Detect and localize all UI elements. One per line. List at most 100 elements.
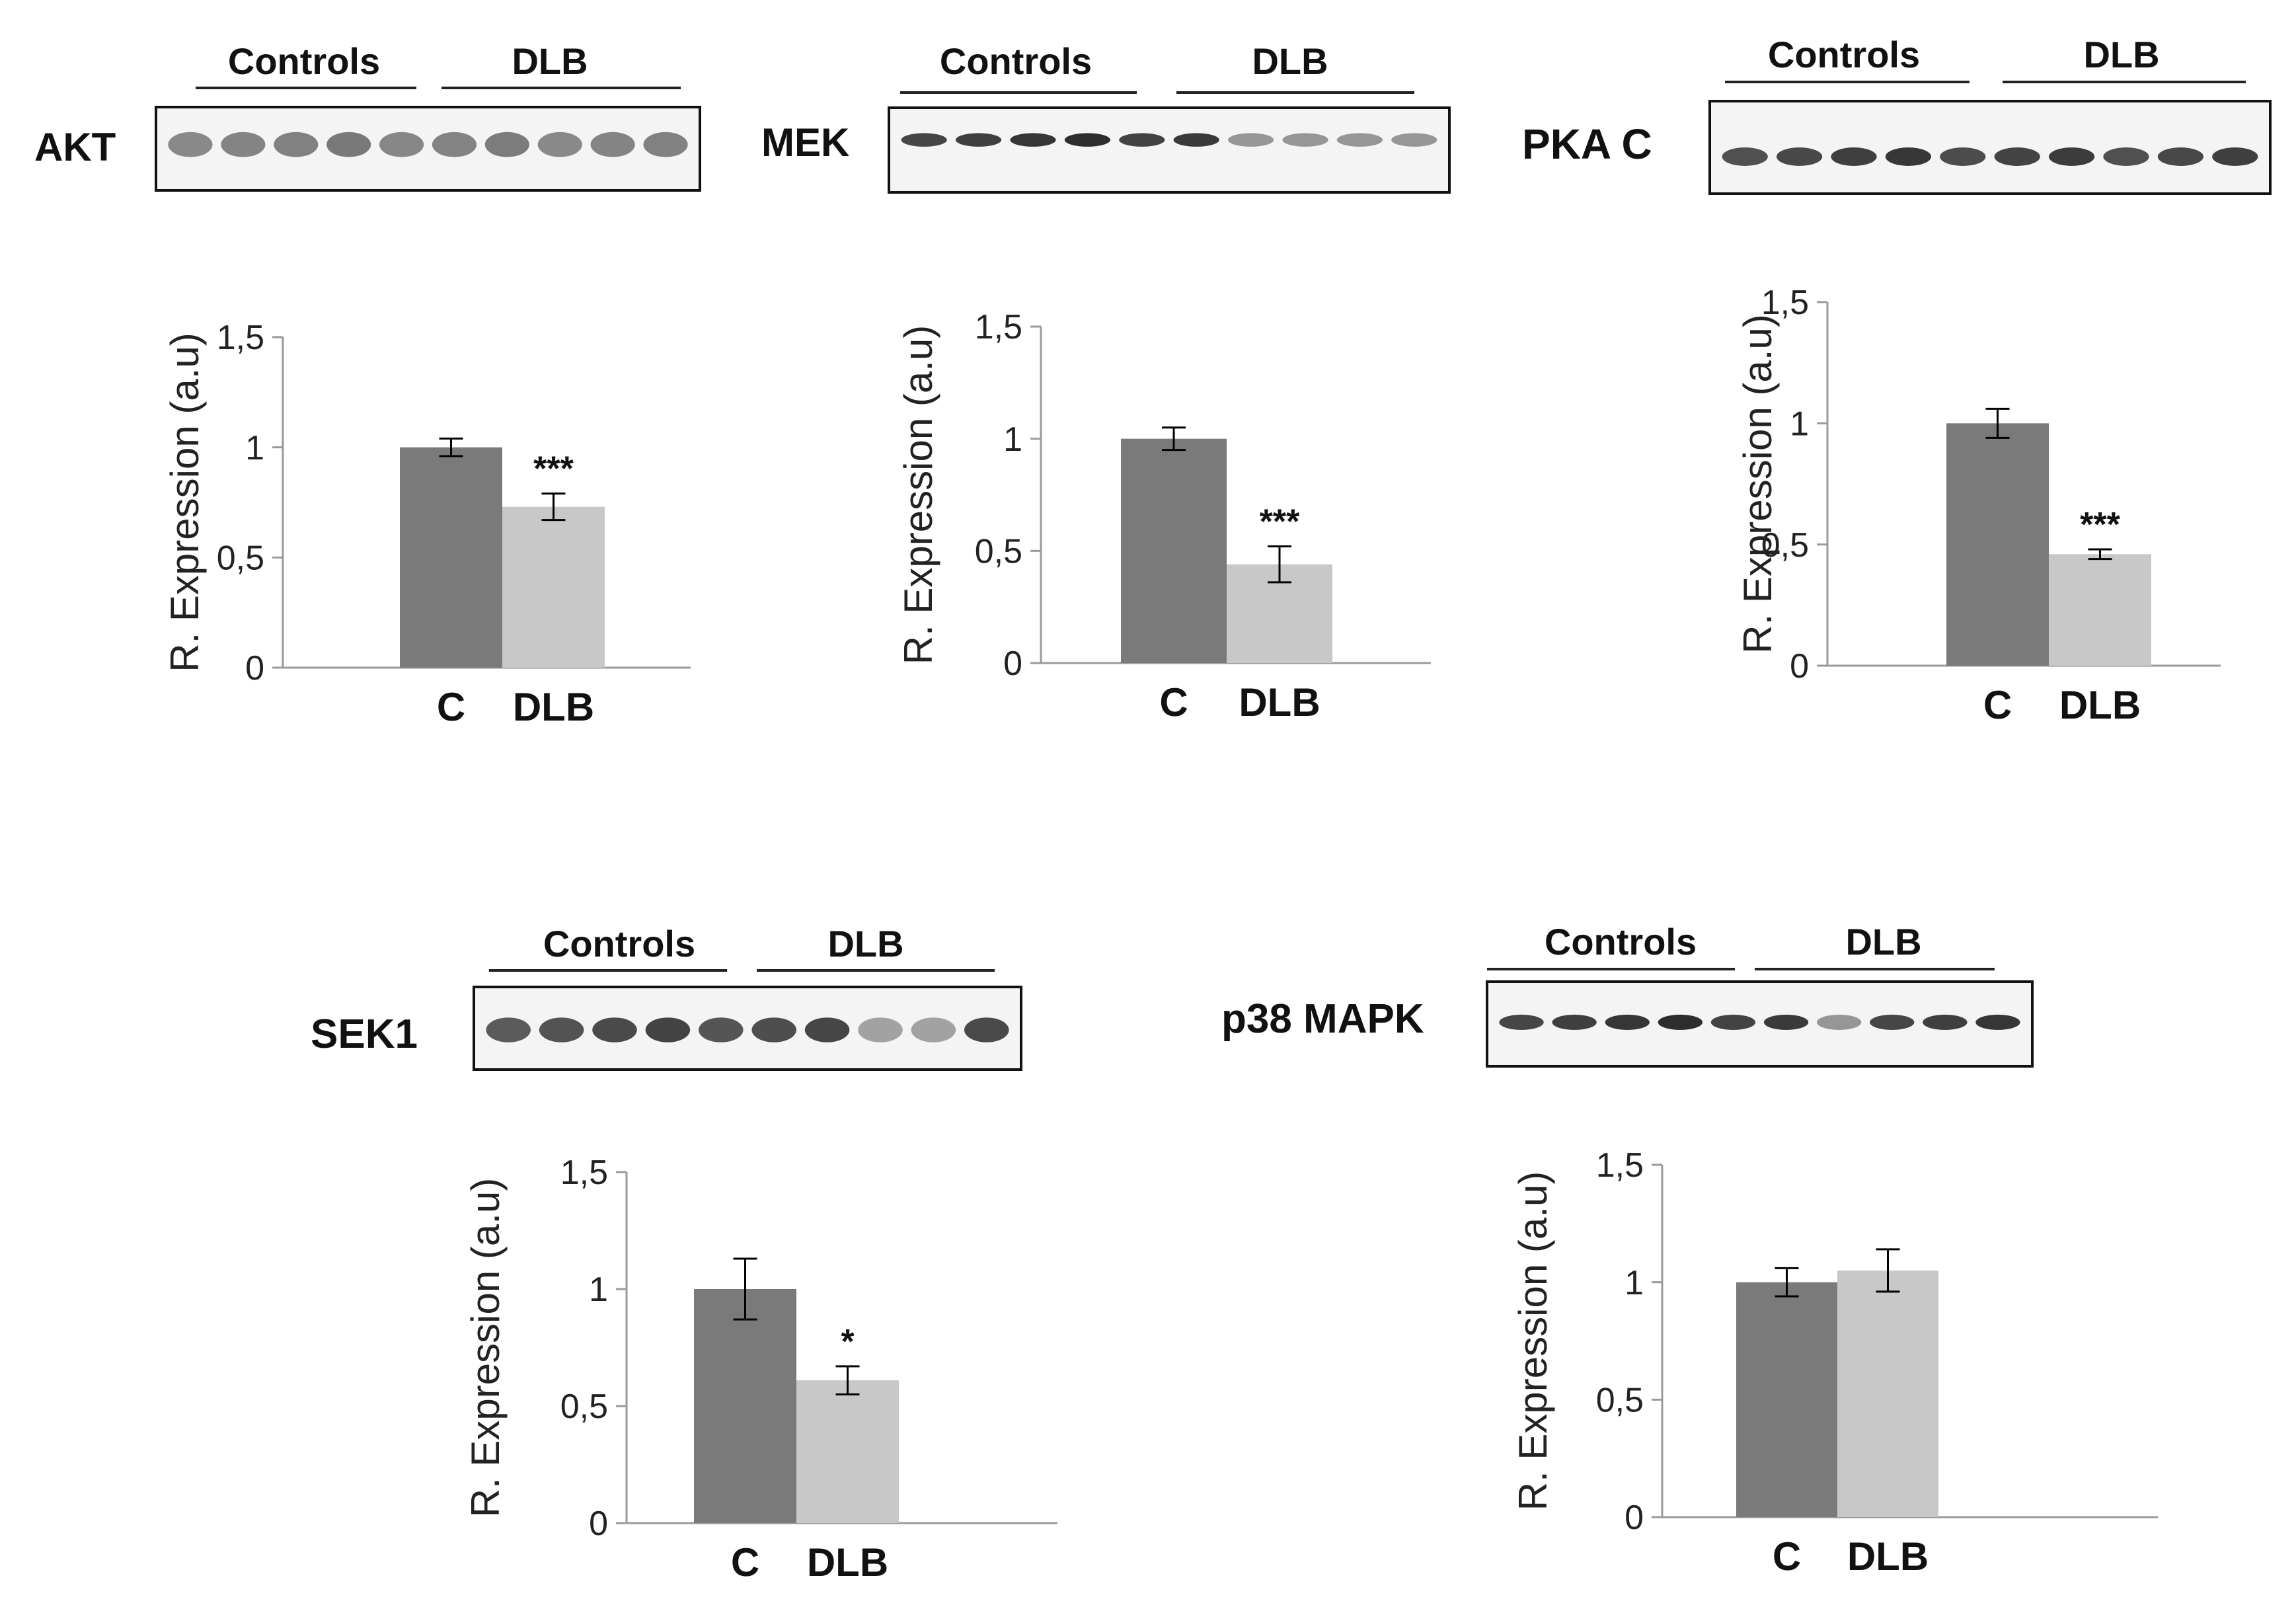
significance-label: ***	[533, 450, 574, 489]
blot-band	[1923, 1014, 1968, 1030]
y-tick-label: 0	[589, 1505, 608, 1543]
blot-group-label-controls: Controls	[1768, 34, 1920, 75]
y-tick-label: 0	[245, 649, 264, 688]
y-tick-label: 1,5	[560, 1154, 608, 1192]
bar-dlb	[502, 506, 605, 668]
blot-band	[1710, 1014, 1756, 1030]
blot-group-label-dlb: DLB	[512, 40, 588, 82]
x-category-label: C	[437, 685, 465, 729]
blot-band	[901, 133, 947, 147]
y-tick-label: 0,5	[1761, 526, 1809, 565]
blot-group-label-controls: Controls	[543, 923, 695, 964]
blot-label-p38-mapk: p38 MAPK	[1221, 996, 1424, 1042]
blot-band	[539, 1017, 584, 1042]
x-category-label: C	[731, 1540, 759, 1585]
error-bar	[1162, 426, 1186, 452]
blot-band	[1605, 1014, 1650, 1030]
error-bar	[1775, 1267, 1799, 1298]
blot-pka-c: PKA C Controls DLB	[1522, 34, 2272, 195]
y-axis-label: R. Expression (a.u)	[463, 1178, 508, 1518]
y-tick-label: 1,5	[1596, 1146, 1644, 1185]
y-tick-label: 1	[589, 1271, 608, 1309]
blot-band	[1010, 133, 1056, 147]
blot-band	[1282, 133, 1328, 147]
blot-group-label-controls: Controls	[1545, 921, 1697, 963]
blot-frame	[1708, 100, 2272, 195]
blot-band	[432, 132, 477, 157]
error-bar	[541, 492, 566, 522]
significance-label: ***	[1260, 503, 1300, 541]
y-tick-label: 0	[1625, 1499, 1644, 1537]
blot-band	[643, 132, 688, 157]
bar-c	[1736, 1282, 1837, 1517]
significance-label: *	[841, 1323, 855, 1361]
x-category-label: DLB	[2059, 683, 2141, 727]
y-axis-label: R. Expression (a.u)	[163, 333, 207, 672]
blot-band	[1336, 133, 1383, 147]
blot-band	[1763, 1014, 1809, 1030]
y-tick-label: 0	[1003, 645, 1022, 683]
blot-band	[1173, 133, 1219, 147]
blot-band	[484, 132, 529, 157]
blot-band	[804, 1017, 850, 1042]
blot-group-label-dlb: DLB	[1845, 921, 1921, 963]
blot-p38-mapk: p38 MAPK Controls DLB	[1221, 921, 2034, 1068]
error-bar	[733, 1257, 757, 1321]
y-tick-label: 0,5	[975, 533, 1022, 571]
blot-band	[1994, 147, 2040, 166]
blot-label-sek1: SEK1	[311, 1011, 418, 1057]
y-tick-label: 1	[1625, 1264, 1644, 1302]
y-tick-label: 1	[245, 429, 264, 467]
chart-p38-mapk: 0 0,5 1 1,5 R. Expression (a.u) C DLB	[1511, 1146, 2158, 1579]
x-category-label: DLB	[1847, 1534, 1929, 1579]
blot-band	[1940, 147, 1986, 166]
blot-sek1: SEK1 Controls DLB	[311, 923, 1022, 1071]
blot-band	[1975, 1014, 2020, 1030]
blot-band	[379, 132, 424, 157]
y-tick-label: 1,5	[217, 319, 264, 357]
blot-group-label-dlb: DLB	[827, 923, 903, 964]
blot-band	[964, 1017, 1009, 1042]
blot-band	[537, 132, 582, 157]
error-bar	[1985, 407, 2010, 439]
bar-dlb	[2049, 554, 2151, 666]
y-axis-label: R. Expression (a.u)	[896, 325, 940, 665]
blot-band	[2212, 147, 2258, 166]
blot-band	[911, 1017, 956, 1042]
blot-band	[955, 133, 1002, 147]
blot-akt: AKT Controls DLB	[34, 40, 701, 192]
blot-band	[1064, 133, 1111, 147]
blot-band	[1776, 147, 1823, 166]
error-bar	[2088, 548, 2112, 561]
error-bar	[439, 437, 463, 457]
blot-band	[486, 1017, 531, 1042]
bar-c	[1121, 438, 1227, 663]
bar-c	[1946, 423, 2049, 666]
blot-label-pka-c: PKA C	[1522, 120, 1652, 168]
bar-dlb	[1837, 1270, 1938, 1517]
y-tick-label: 1	[1790, 405, 1809, 444]
blot-band	[592, 1017, 637, 1042]
x-category-label: DLB	[513, 685, 594, 729]
x-category-label: C	[1159, 680, 1188, 725]
blot-band	[699, 1017, 744, 1042]
blot-band	[1227, 133, 1274, 147]
y-tick-label: 0,5	[217, 539, 264, 578]
x-category-label: C	[1773, 1534, 1801, 1579]
blot-frame	[155, 106, 701, 192]
blot-band	[1552, 1014, 1597, 1030]
blot-mek: MEK Controls DLB	[761, 40, 1451, 194]
bar-c	[694, 1289, 796, 1523]
blot-label-akt: AKT	[34, 125, 116, 169]
x-category-label: DLB	[807, 1540, 888, 1585]
y-tick-label: 0	[1790, 647, 1809, 686]
bar-dlb	[796, 1380, 899, 1523]
chart-akt: 0 0,5 1 1,5 R. Expression (a.u) C *** DLB	[163, 319, 691, 729]
chart-pka-c: 0 0,5 1 1,5R. Expression (a.u) C *** DLB	[1736, 284, 2221, 727]
blot-band	[858, 1017, 903, 1042]
blot-band	[2157, 147, 2204, 166]
blot-band	[1817, 1014, 1862, 1030]
significance-label: ***	[2080, 506, 2120, 544]
y-tick-label: 1,5	[1761, 284, 1809, 322]
blot-band	[326, 132, 371, 157]
